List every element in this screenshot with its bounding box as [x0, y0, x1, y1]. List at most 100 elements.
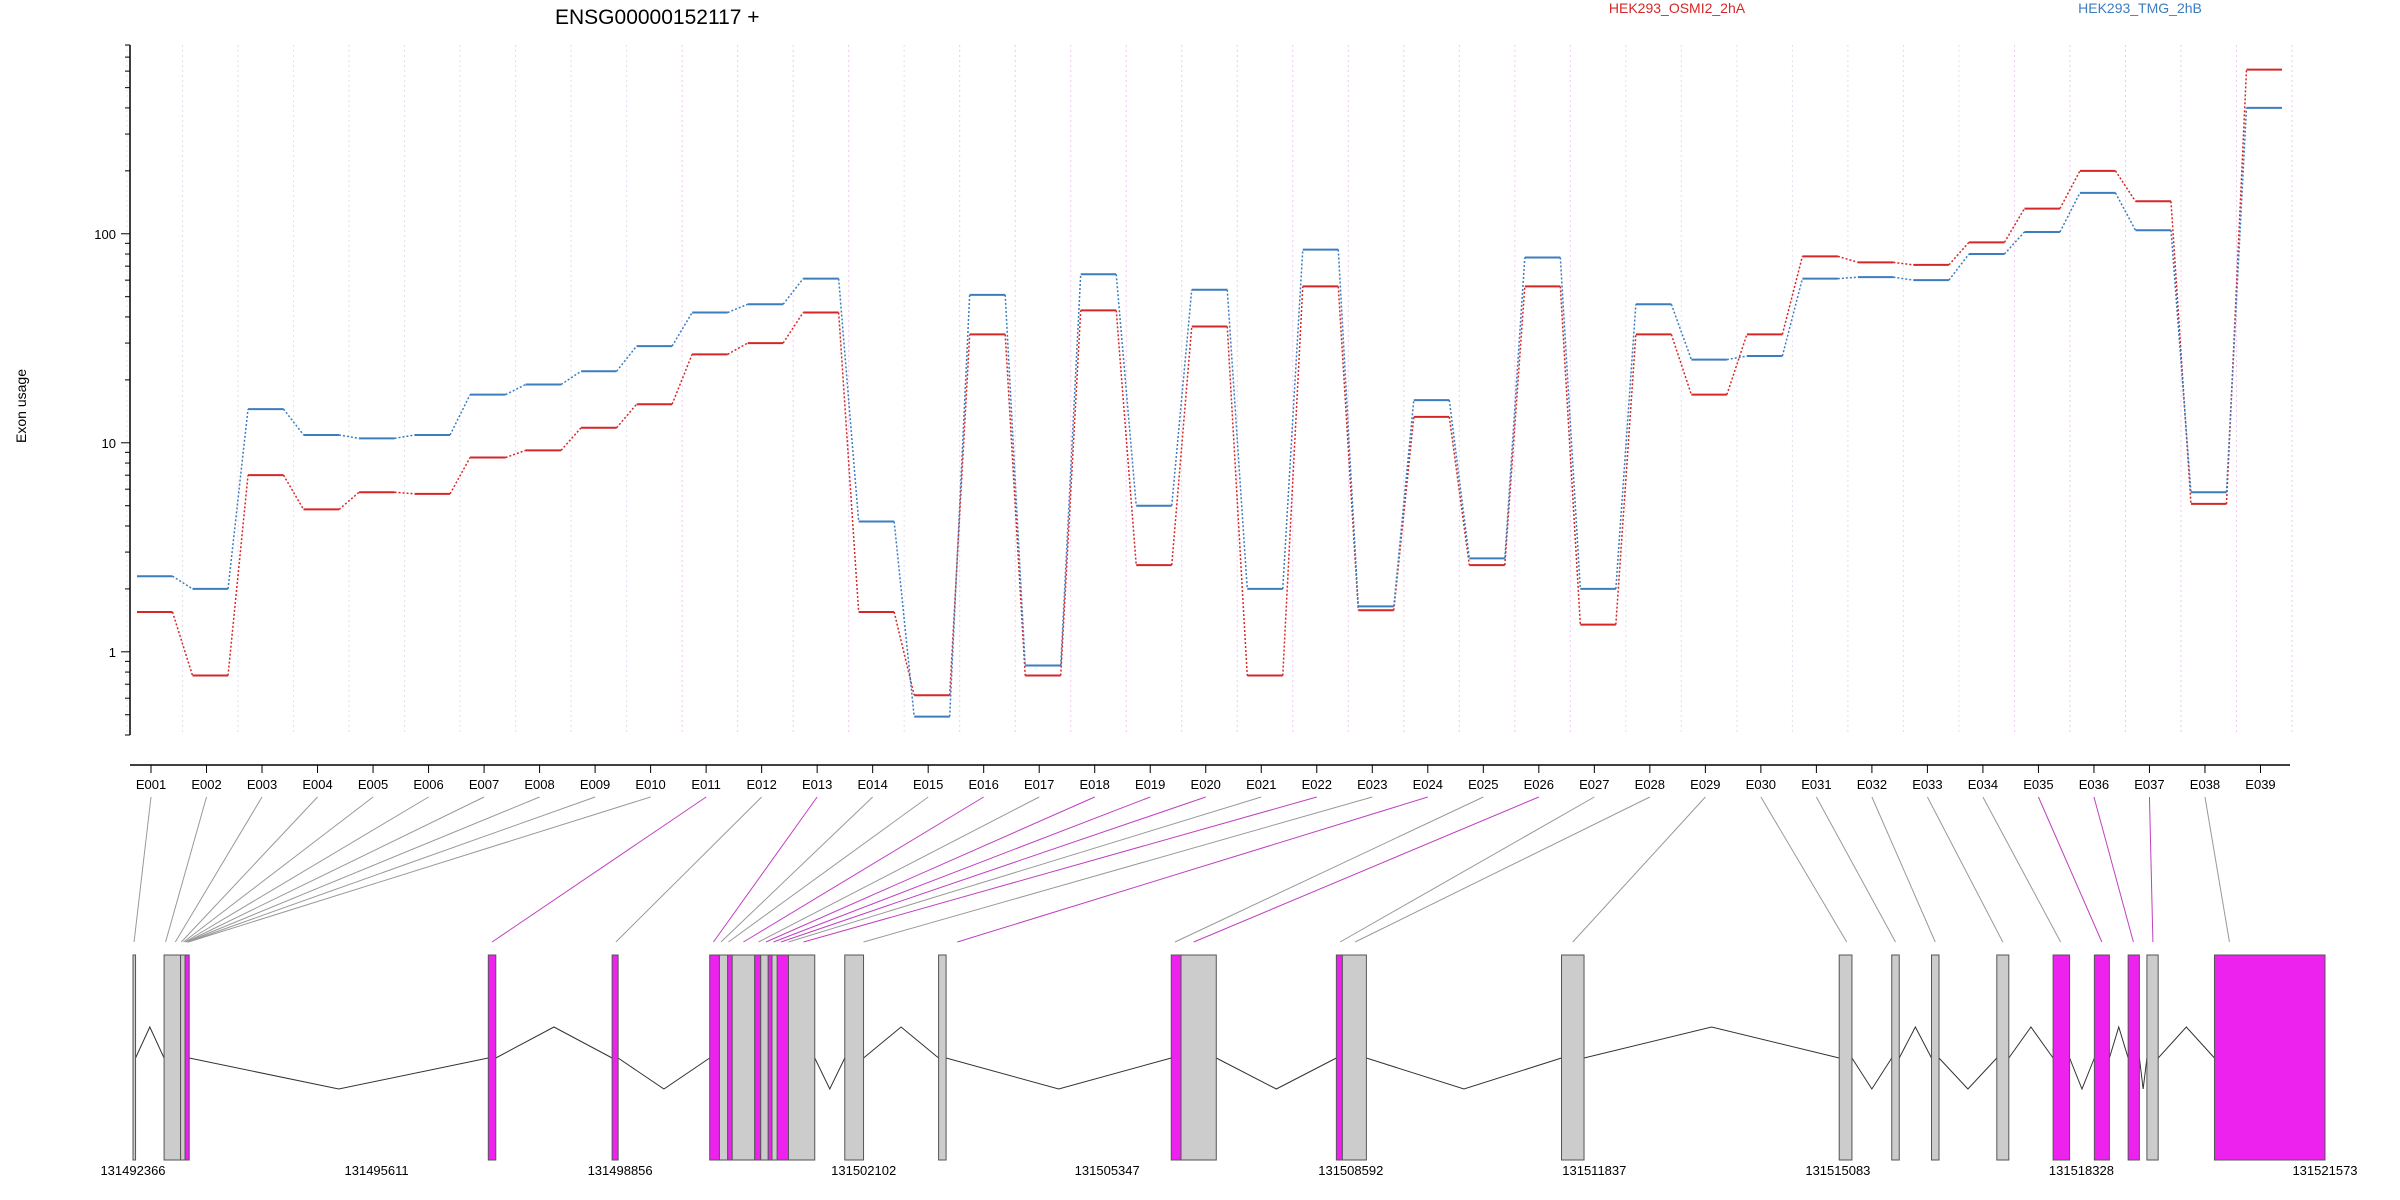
- series-connector: [616, 403, 638, 429]
- exon-block: [787, 954, 816, 1161]
- series-connector: [2059, 192, 2081, 233]
- x-tick-label: E032: [1857, 777, 1887, 792]
- series-connector: [338, 434, 360, 440]
- genome-tick-label: 131508592: [1318, 1163, 1383, 1178]
- exon-block: [1931, 954, 1940, 1161]
- exon-link-E037: [2148, 796, 2154, 943]
- exon-link-E019: [773, 796, 1151, 943]
- genome-coordinate-axis: 131492366 131495611 131498856 131502102 1315…: [100, 1163, 2357, 1178]
- series-connector: [1559, 257, 1582, 589]
- exon-genome-links: [133, 796, 2230, 943]
- exon-block: [760, 954, 769, 1161]
- exon-block-dex: [727, 954, 733, 1161]
- series-connector: [837, 278, 860, 522]
- series-connector: [2059, 170, 2081, 209]
- exon-link-E010: [188, 796, 651, 943]
- exon-block-dex: [776, 954, 789, 1161]
- series-connector: [171, 611, 194, 676]
- series-connector: [1282, 286, 1304, 676]
- series-connector: [1670, 304, 1693, 360]
- intron-line: [1851, 1057, 1893, 1090]
- x-tick-label: E004: [302, 777, 332, 792]
- exon-link-E021: [788, 796, 1262, 943]
- intron-line: [814, 1057, 846, 1091]
- y-tick-label: 1: [109, 645, 116, 660]
- series-connector: [2114, 192, 2137, 231]
- exon-link-E001: [133, 796, 152, 943]
- exon-block-dex: [754, 954, 762, 1161]
- exon-block-dex: [611, 954, 619, 1161]
- x-tick-label: E008: [524, 777, 554, 792]
- x-tick-label: E031: [1801, 777, 1831, 792]
- exon-link-E011: [491, 796, 707, 943]
- series-connector: [1448, 400, 1471, 559]
- exon-link-E014: [720, 796, 874, 943]
- series-connector: [671, 354, 693, 405]
- exon-block-dex: [2127, 954, 2140, 1161]
- x-tick-label: E005: [358, 777, 388, 792]
- x-tick-label: E027: [1579, 777, 1609, 792]
- x-tick-label: E022: [1302, 777, 1332, 792]
- intron-line: [945, 1057, 1172, 1090]
- x-tick-label: E010: [635, 777, 665, 792]
- intron-line: [2138, 1057, 2148, 1090]
- exon-link-E029: [1572, 796, 1706, 943]
- genome-tick-label: 131515083: [1805, 1163, 1870, 1178]
- series-connector: [837, 312, 860, 613]
- exon-link-E036: [2093, 796, 2134, 943]
- exon-link-E004: [180, 796, 318, 943]
- intron-line: [1938, 1057, 1998, 1090]
- x-tick-label: E038: [2190, 777, 2220, 792]
- series-connector: [505, 449, 526, 459]
- x-tick-label: E029: [1690, 777, 1720, 792]
- series-connector: [671, 312, 693, 347]
- series-connector: [1226, 289, 1249, 589]
- exon-link-E034: [1982, 796, 2062, 943]
- exon-link-E017: [758, 796, 1040, 943]
- exon-link-E031: [1815, 796, 1896, 943]
- x-tick-label: E013: [802, 777, 832, 792]
- exon-block-dex: [184, 954, 190, 1161]
- x-tick-label: E030: [1746, 777, 1776, 792]
- exon-link-E002: [165, 796, 207, 943]
- intron-line: [2069, 1057, 2095, 1091]
- series-connector: [1504, 286, 1526, 566]
- exon-block: [844, 954, 865, 1161]
- series-connector: [338, 491, 360, 510]
- series-connector: [1559, 286, 1582, 625]
- exon-link-E033: [1926, 796, 2004, 943]
- exon-block: [132, 954, 137, 1161]
- exon-block: [2146, 954, 2159, 1161]
- exon-link-E006: [184, 796, 429, 943]
- x-tick-label: E024: [1413, 777, 1443, 792]
- series-connector: [616, 345, 638, 372]
- x-tick-label: E012: [746, 777, 776, 792]
- exon-link-E027: [1339, 796, 1595, 943]
- series-connector: [1615, 334, 1637, 625]
- exon-link-E022: [803, 796, 1317, 943]
- x-tick-label: E006: [413, 777, 443, 792]
- exon-link-E018: [765, 796, 1095, 943]
- exon-block-dex: [2093, 954, 2110, 1161]
- exon-link-E032: [1871, 796, 1936, 943]
- exon-block: [938, 954, 947, 1161]
- y-tick-label: 10: [102, 436, 116, 451]
- exon-block-dex: [2052, 954, 2071, 1161]
- exon-link-E016: [743, 796, 984, 943]
- series-connector: [1059, 274, 1082, 666]
- exon-link-E030: [1760, 796, 1848, 943]
- series-connector: [1448, 416, 1471, 566]
- grid-lines: [126, 45, 2293, 735]
- series-connector: [1837, 255, 1859, 264]
- exon-link-E038: [2204, 796, 2230, 943]
- series-connector: [1337, 249, 1360, 607]
- exon-link-E013: [713, 796, 818, 943]
- x-tick-label: E011: [691, 777, 720, 792]
- intron-line: [2008, 1026, 2054, 1059]
- chart-title: ENSG00000152117 +: [555, 6, 760, 29]
- genome-tick-label: 131502102: [831, 1163, 896, 1178]
- intron-line: [2108, 1025, 2129, 1059]
- series-connector: [1059, 310, 1082, 676]
- exon-block: [1891, 954, 1900, 1161]
- x-tick-label: E033: [1912, 777, 1942, 792]
